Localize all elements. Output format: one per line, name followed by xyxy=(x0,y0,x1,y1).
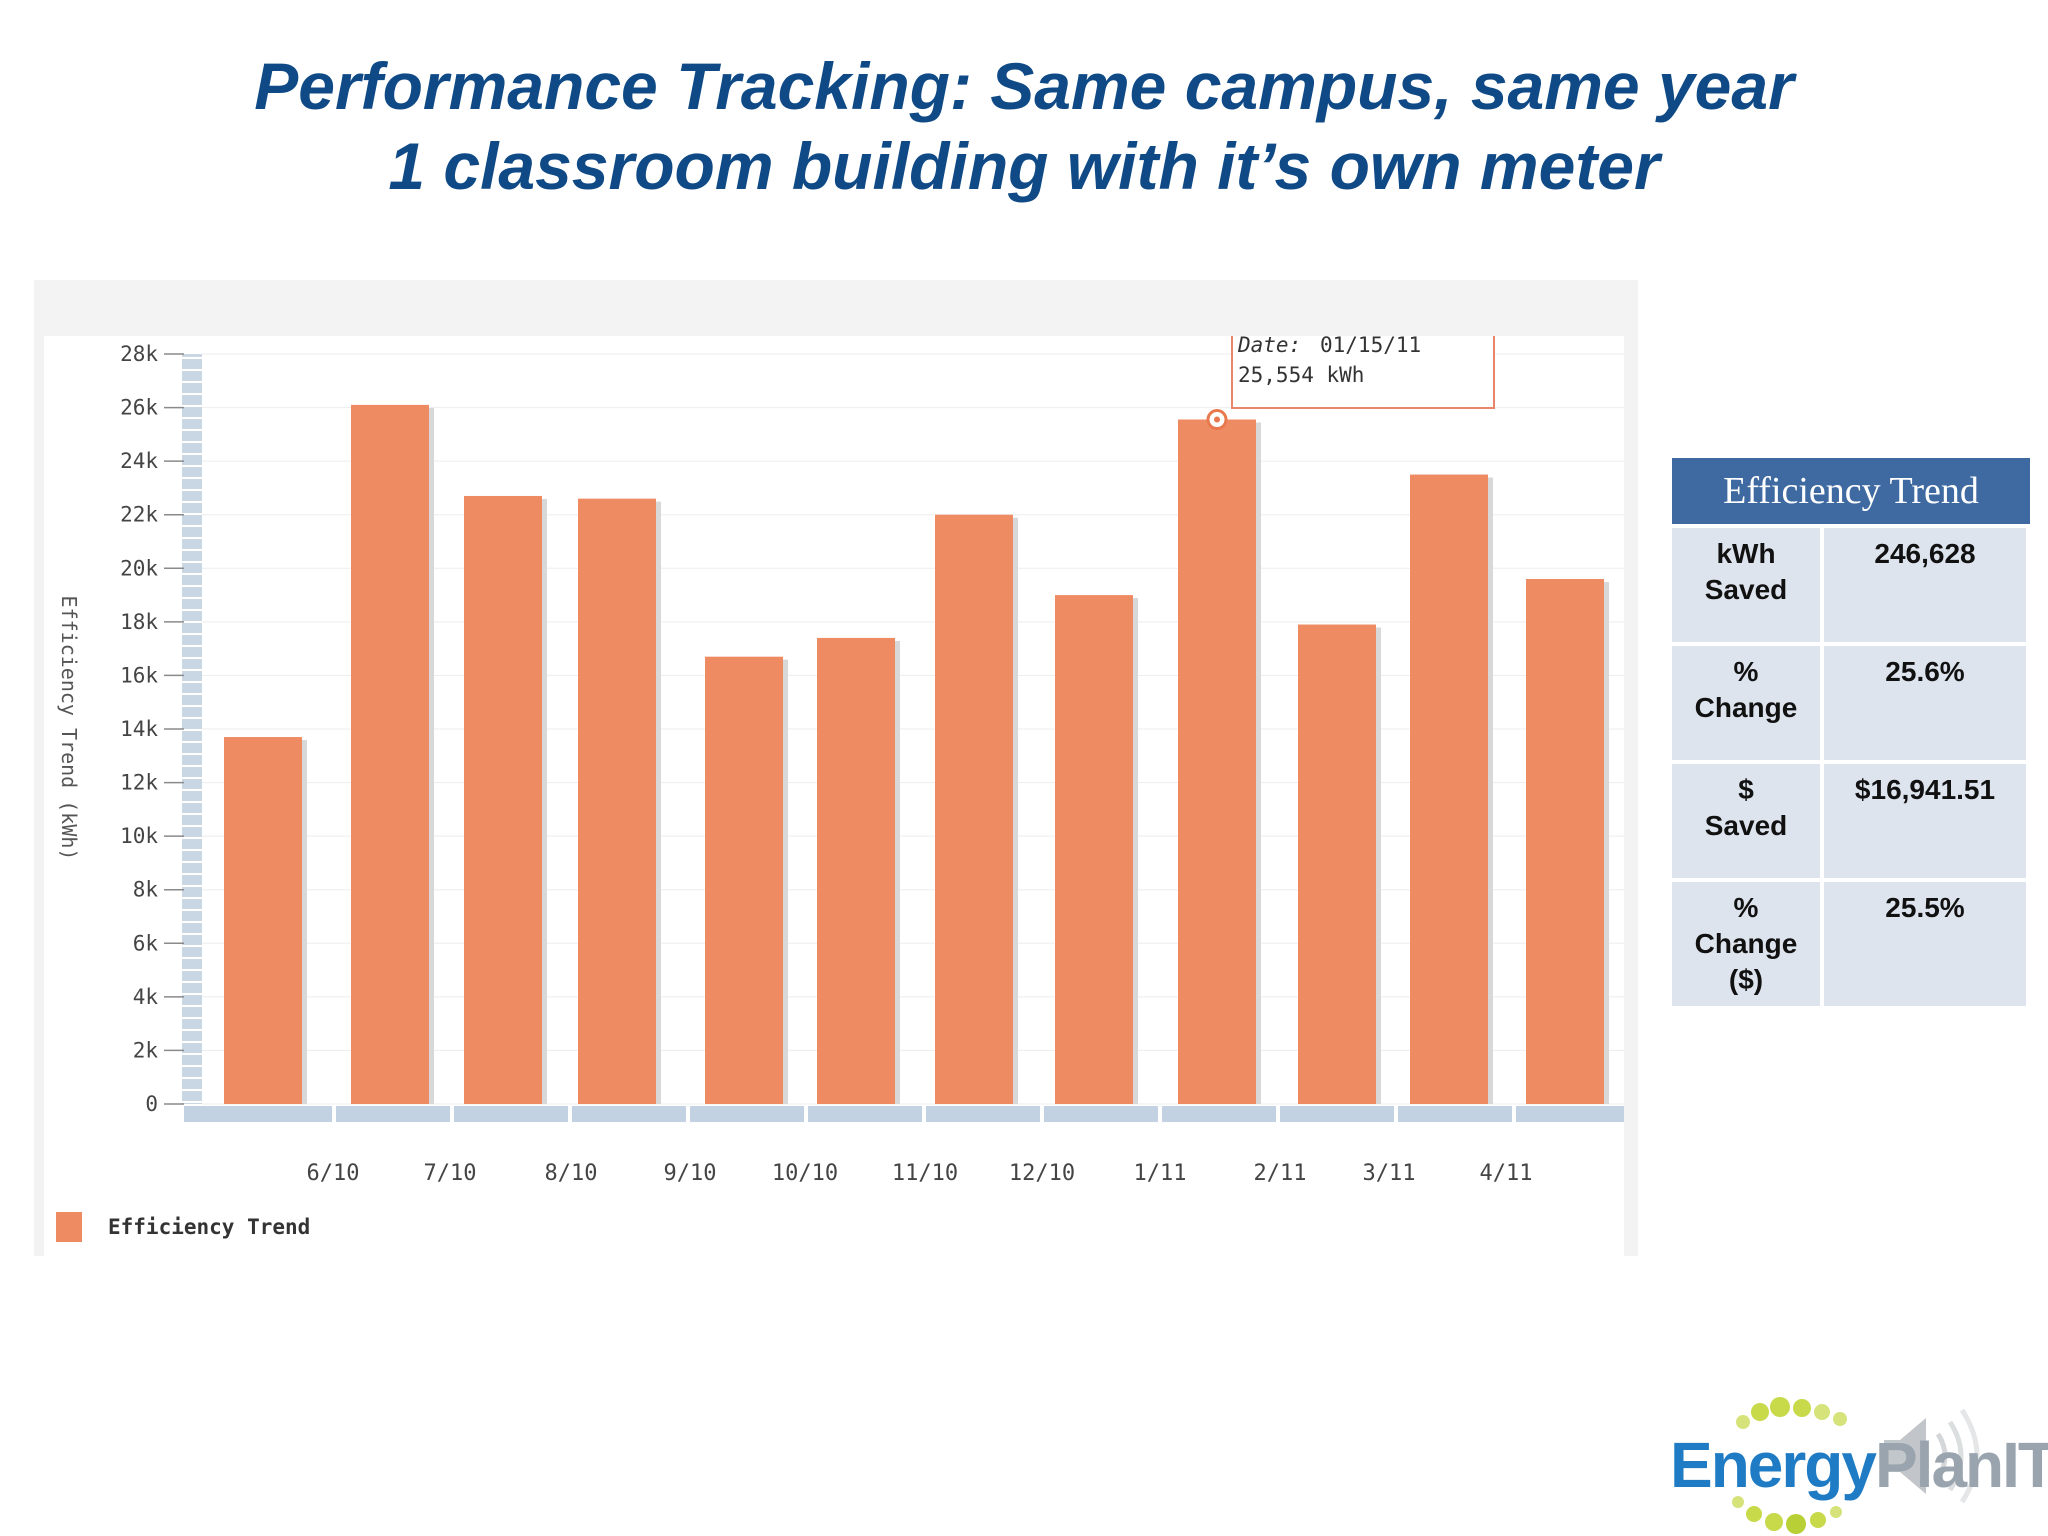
bar-group xyxy=(1410,474,1493,1104)
y-tick-label: 4k xyxy=(133,985,159,1009)
summary-label-line: ($) xyxy=(1728,964,1764,995)
logo-text: EnergyPlanIT xyxy=(1670,1428,2048,1502)
summary-table: Efficiency Trend kWh Saved 246,628% Change 2… xyxy=(1672,458,2030,1006)
x-tick-label: 1/11 xyxy=(1134,1161,1187,1186)
title-line-1: Performance Tracking: Same campus, same … xyxy=(254,49,1794,123)
x-axis-strip xyxy=(184,1106,1624,1122)
y-axis-band xyxy=(182,354,202,1104)
y-tick-label: 20k xyxy=(120,556,158,580)
summary-label-line: % xyxy=(1733,656,1759,687)
bar xyxy=(578,498,656,1105)
summary-label: kWh Saved xyxy=(1672,528,1820,642)
tooltip-date-label: Date: xyxy=(1237,336,1301,357)
y-tick-label: 10k xyxy=(120,824,158,848)
summary-value: 246,628 xyxy=(1824,528,2026,642)
summary-label-line: Saved xyxy=(1704,574,1788,605)
x-tick-label: 2/11 xyxy=(1254,1161,1307,1186)
bar xyxy=(817,637,895,1104)
bar-group xyxy=(1055,595,1138,1104)
dots-arc-icon xyxy=(1732,1397,1847,1534)
bar xyxy=(464,495,542,1104)
bar xyxy=(705,656,783,1104)
chart-panel: 0 2k 4k 6k 8k 10k 12k 14k 16k 18k 20k 22k 24k 26k 28k E… xyxy=(34,280,1638,1256)
bar xyxy=(1178,419,1256,1105)
tooltip-date-value: 01/15/11 xyxy=(1320,336,1421,357)
x-tick-label: 9/10 xyxy=(664,1161,717,1186)
y-tick-label: 16k xyxy=(120,663,158,687)
y-tick-label: 0 xyxy=(145,1092,158,1116)
summary-row: $ Saved $16,941.51 xyxy=(1672,764,2030,878)
x-tick-label: 7/10 xyxy=(424,1161,477,1186)
bar-group xyxy=(224,737,307,1104)
bar-group xyxy=(578,498,661,1105)
summary-label: $ Saved xyxy=(1672,764,1820,878)
bar-group xyxy=(935,514,1018,1104)
y-tick-label: 12k xyxy=(120,771,158,795)
y-tick-label: 28k xyxy=(120,342,158,366)
title-line-2: 1 classroom building with it’s own meter xyxy=(388,129,1660,203)
x-tick-label: 10/10 xyxy=(772,1161,838,1186)
y-tick-label: 24k xyxy=(120,449,158,473)
summary-title: Efficiency Trend xyxy=(1672,458,2030,524)
summary-label-line: kWh xyxy=(1716,538,1776,569)
x-tick-label: 8/10 xyxy=(545,1161,598,1186)
summary-label-line: % xyxy=(1733,892,1759,923)
x-tick-label: 12/10 xyxy=(1009,1161,1075,1186)
bar xyxy=(224,737,302,1104)
bar-group xyxy=(705,656,788,1104)
summary-row: kWh Saved 246,628 xyxy=(1672,528,2030,642)
y-tick-label: 8k xyxy=(133,878,159,902)
y-tick-label: 26k xyxy=(120,396,158,420)
bar-group xyxy=(1298,624,1381,1104)
summary-row: % Change ($) 25.5% xyxy=(1672,882,2030,1006)
bar xyxy=(351,404,429,1105)
y-tick-label: 6k xyxy=(133,931,159,955)
x-tick-label: 11/10 xyxy=(892,1161,958,1186)
tooltip-box xyxy=(1231,336,1495,409)
summary-value: 25.6% xyxy=(1824,646,2026,760)
x-tick-label: 3/11 xyxy=(1363,1161,1416,1186)
logo-graphic xyxy=(1732,1397,1980,1534)
bar-group xyxy=(1526,579,1609,1104)
bar xyxy=(935,514,1013,1104)
bar-group xyxy=(351,404,434,1105)
y-tick-label: 22k xyxy=(120,503,158,527)
x-tick-label: 6/10 xyxy=(307,1161,360,1186)
bar-group xyxy=(1178,419,1261,1105)
y-tick-label: 2k xyxy=(133,1038,159,1062)
chart-area: 0 2k 4k 6k 8k 10k 12k 14k 16k 18k 20k 22k 24k 26k 28k E… xyxy=(44,336,1624,1256)
bar-group xyxy=(817,637,900,1104)
slide-title: Performance Tracking: Same campus, same … xyxy=(0,46,2048,206)
summary-label-line: Change xyxy=(1694,692,1798,723)
y-tick-label: 18k xyxy=(120,610,158,634)
energyplanit-logo: EnergyPlanIT xyxy=(1668,1390,2048,1536)
y-tick-label: 14k xyxy=(120,717,158,741)
speaker-icon xyxy=(1884,1408,1980,1504)
x-axis-band xyxy=(184,1106,1624,1122)
logo-text-energy: Energy xyxy=(1670,1429,1877,1501)
summary-label: % Change xyxy=(1672,646,1820,760)
summary-value: $16,941.51 xyxy=(1824,764,2026,878)
bar-group xyxy=(464,495,547,1104)
legend-swatch xyxy=(56,1212,82,1242)
tooltip-value: 25,554 kWh xyxy=(1238,363,1364,387)
summary-label-line: Change xyxy=(1694,928,1798,959)
summary-label-line: $ xyxy=(1738,774,1754,805)
bar xyxy=(1410,474,1488,1104)
bar xyxy=(1298,624,1376,1104)
x-tick-label: 4/11 xyxy=(1480,1161,1533,1186)
bar xyxy=(1055,595,1133,1104)
y-axis-label: Efficiency Trend (kWh) xyxy=(57,596,81,861)
bar-chart: 0 2k 4k 6k 8k 10k 12k 14k 16k 18k 20k 22k 24k 26k 28k E… xyxy=(56,336,1624,1242)
summary-label: % Change ($) xyxy=(1672,882,1820,1006)
highlight-marker-dot xyxy=(1214,416,1220,423)
summary-row: % Change 25.6% xyxy=(1672,646,2030,760)
logo-text-planit: PlanIT xyxy=(1874,1429,2048,1501)
legend-label: Efficiency Trend xyxy=(108,1215,310,1239)
summary-value: 25.5% xyxy=(1824,882,2026,1006)
bar xyxy=(1526,579,1604,1104)
legend: Efficiency Trend xyxy=(56,1212,310,1242)
summary-label-line: Saved xyxy=(1704,810,1788,841)
